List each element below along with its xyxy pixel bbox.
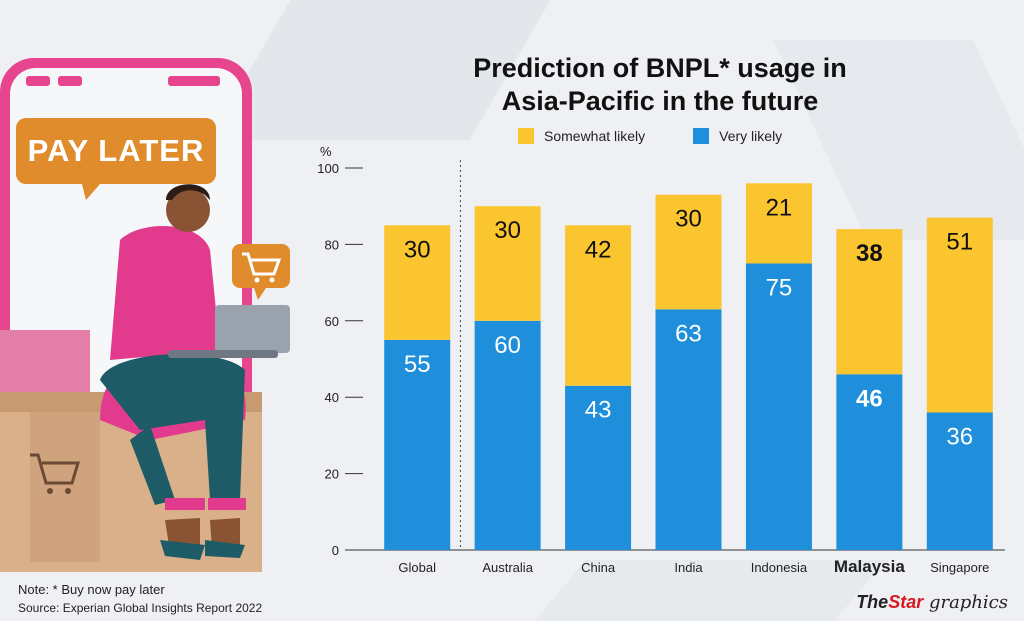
data-label-very-likely: 55	[404, 351, 431, 378]
bar-somewhat-likely	[384, 225, 451, 340]
data-label-somewhat-likely: 51	[946, 229, 973, 256]
data-label-somewhat-likely: 42	[585, 236, 612, 263]
x-tick-label: Malaysia	[834, 557, 905, 576]
person-illustration	[100, 184, 290, 560]
bar-somewhat-likely	[836, 229, 903, 375]
bar-very-likely	[745, 263, 812, 550]
y-axis-unit: %	[320, 144, 332, 159]
bar-very-likely	[655, 309, 722, 550]
bar-somewhat-likely	[565, 225, 632, 386]
bar-somewhat-likely	[926, 217, 993, 413]
cart-box-icon	[30, 453, 81, 494]
y-tick-label: 60	[325, 314, 339, 329]
data-label-somewhat-likely: 38	[856, 240, 883, 267]
bar-very-likely	[474, 320, 541, 550]
y-tick-label: 100	[317, 161, 339, 176]
legend-item-very: Very likely	[693, 128, 782, 144]
x-tick-label: India	[674, 560, 703, 575]
y-tick-label: 20	[325, 467, 339, 482]
bar-very-likely	[565, 385, 632, 550]
data-label-very-likely: 75	[766, 275, 793, 302]
legend: Somewhat likely Very likely	[518, 128, 782, 144]
brand-the: The	[856, 592, 889, 612]
source-note: Source: Experian Global Insights Report …	[18, 601, 263, 615]
speech-tail	[82, 184, 100, 200]
y-tick-label: 80	[325, 237, 339, 252]
brand-logo: TheStar graphics	[856, 592, 1008, 613]
chart-title: Prediction of BNPL* usage in Asia-Pacifi…	[430, 52, 890, 118]
x-tick-label: China	[581, 560, 616, 575]
data-label-somewhat-likely: 30	[675, 206, 702, 233]
x-tick-label: Global	[398, 560, 436, 575]
title-line-2: Asia-Pacific in the future	[501, 86, 819, 116]
y-tick-label: 40	[325, 390, 339, 405]
title-line-1: Prediction of BNPL* usage in	[473, 53, 847, 83]
data-label-very-likely: 43	[585, 397, 612, 424]
bar-somewhat-likely	[655, 194, 722, 310]
data-label-somewhat-likely: 30	[494, 217, 521, 244]
legend-swatch-very	[693, 128, 710, 144]
bar-very-likely	[926, 412, 993, 550]
legend-swatch-somewhat	[518, 128, 534, 144]
bar-very-likely	[384, 339, 451, 550]
data-label-very-likely: 46	[856, 385, 883, 412]
x-tick-label: Australia	[482, 560, 533, 575]
brand-graphics: graphics	[923, 592, 1008, 613]
y-tick-label: 0	[332, 543, 339, 558]
pay-later-badge: PAY LATER	[16, 118, 216, 184]
x-tick-label: Singapore	[930, 560, 989, 575]
legend-label-somewhat: Somewhat likely	[544, 128, 646, 144]
data-label-very-likely: 60	[494, 332, 521, 359]
footnote: Note: * Buy now pay later	[18, 582, 165, 597]
shopping-cart-icon	[232, 244, 290, 300]
legend-label-very: Very likely	[719, 128, 783, 144]
data-label-very-likely: 63	[675, 320, 702, 347]
data-label-very-likely: 36	[946, 423, 973, 450]
brand-star: Star	[888, 592, 924, 612]
x-tick-label: Indonesia	[751, 560, 808, 575]
legend-item-somewhat: Somewhat likely	[518, 128, 645, 144]
data-label-somewhat-likely: 30	[404, 236, 431, 263]
bar-somewhat-likely	[474, 206, 541, 321]
data-label-somewhat-likely: 21	[766, 194, 793, 221]
bar-somewhat-likely	[745, 183, 812, 264]
illustration	[0, 58, 290, 572]
bar-very-likely	[836, 374, 903, 550]
